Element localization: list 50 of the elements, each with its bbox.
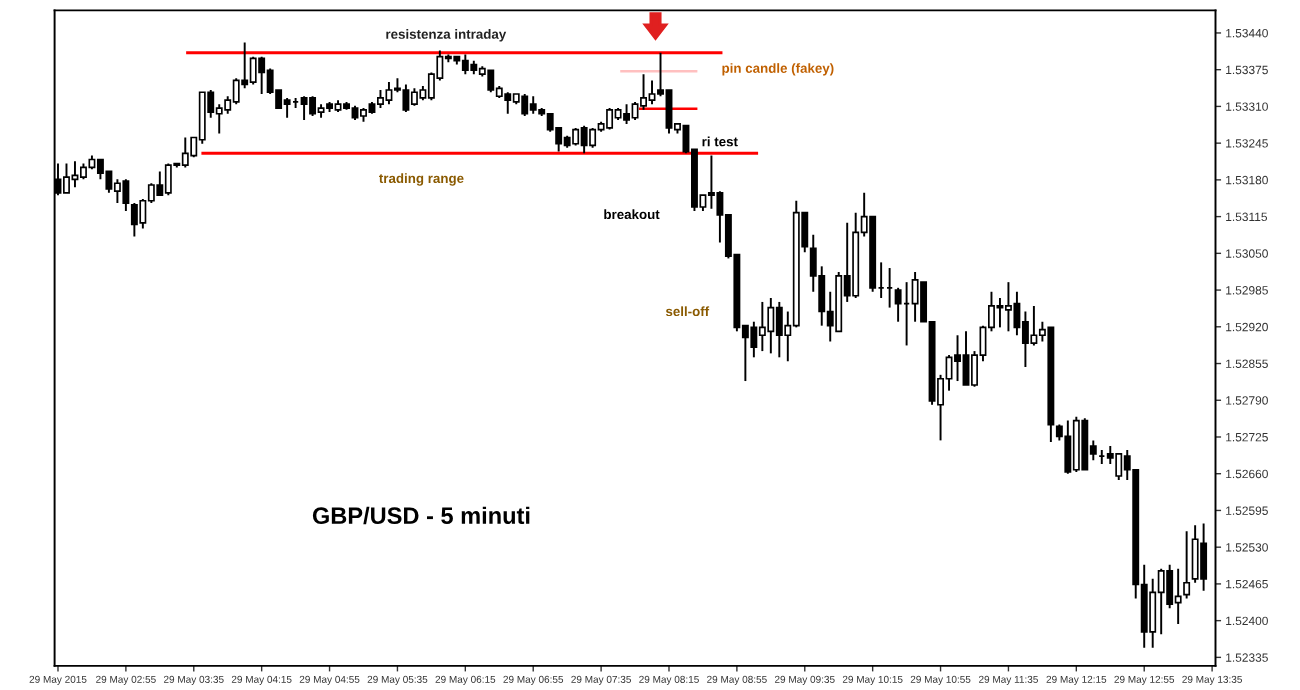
candlestick: [623, 103, 631, 125]
candlestick: [589, 126, 597, 149]
candlestick: [63, 162, 70, 194]
candlestick: [640, 73, 648, 111]
candlestick: [606, 107, 614, 131]
candlestick: [181, 136, 189, 169]
candlestick: [1115, 452, 1123, 481]
candlestick: [377, 89, 384, 110]
candlestick: [385, 81, 393, 106]
candlestick: [1166, 563, 1174, 610]
candlestick: [232, 77, 240, 106]
candlestick: [1149, 577, 1157, 649]
candlestick: [707, 154, 715, 210]
candlestick: [1183, 530, 1191, 600]
candlestick: [300, 95, 308, 121]
candlestick: [504, 91, 512, 115]
candlestick: [402, 83, 410, 114]
candlestick: [758, 300, 766, 353]
candlestick: [911, 271, 919, 323]
candlestick: [309, 95, 317, 117]
candlestick: [648, 79, 656, 106]
candlestick: [954, 334, 961, 383]
candlestick: [113, 178, 121, 205]
candlestick: [258, 55, 266, 95]
candlestick: [521, 93, 529, 117]
candlestick: [1013, 290, 1021, 337]
candlestick: [894, 286, 902, 323]
candlestick: [1174, 567, 1182, 625]
candlestick: [122, 178, 130, 212]
candlestick: [1200, 522, 1208, 592]
candlestick: [164, 162, 172, 197]
candlestick: [1030, 304, 1038, 347]
candlestick: [130, 202, 138, 238]
candlestick: [156, 170, 164, 197]
candlestick: [1157, 567, 1165, 636]
candlestick: [487, 69, 495, 94]
candlestick: [461, 53, 469, 76]
candlestick: [580, 124, 588, 155]
candlestick: [1021, 310, 1029, 368]
candlestick: [631, 100, 639, 121]
candlestick: [750, 320, 758, 359]
candlestick: [996, 297, 1004, 329]
candlestick: [1191, 524, 1199, 584]
candlestick: [767, 297, 775, 355]
candlestick: [775, 300, 783, 359]
annotation: GBP/USD - 5 minuti: [312, 506, 530, 525]
candlestick: [1004, 281, 1012, 333]
candlestick: [1064, 419, 1072, 475]
candlestick: [283, 96, 291, 119]
candlestick: [249, 55, 257, 86]
